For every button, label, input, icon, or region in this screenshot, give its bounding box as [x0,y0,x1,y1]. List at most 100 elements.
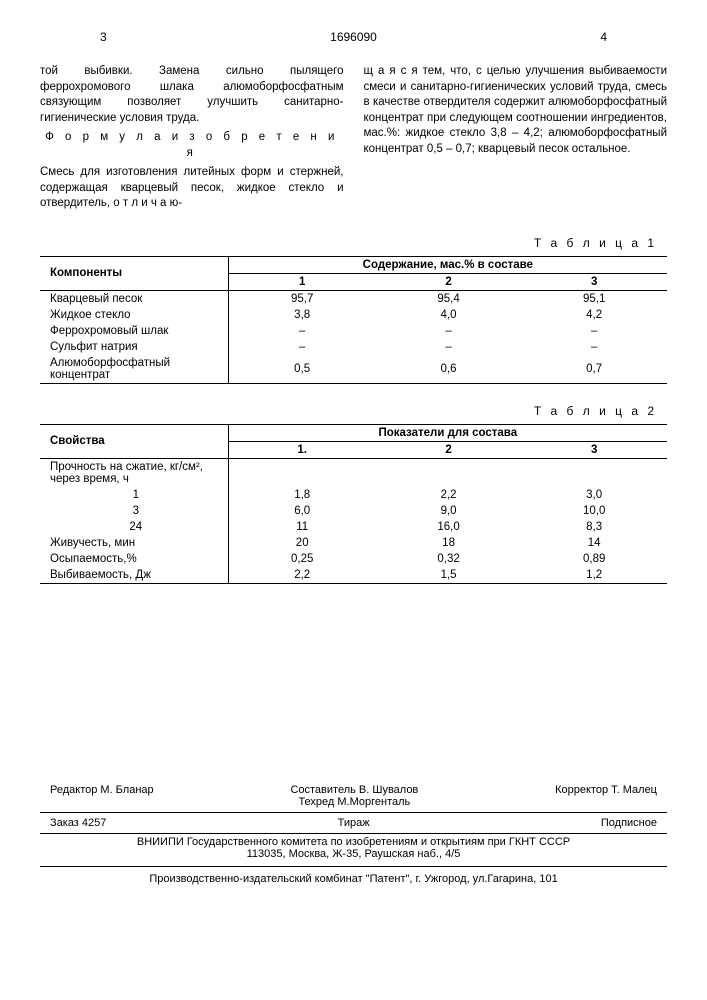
table2-r4-v2: 16,0 [376,519,522,535]
footer: Редактор М. Бланар Составитель В. Шувало… [40,784,667,885]
left-para-2: Смесь для изготовления литейных форм и с… [40,165,344,212]
table1-r4-v1: – [228,339,376,355]
table2-r1-v1 [228,458,376,487]
table2-label: Т а б л и ц а 2 [40,404,657,418]
table1-r1-v3: 95,1 [521,290,667,307]
table1-r1-v1: 95,7 [228,290,376,307]
table2-head-ind: Показатели для состава [228,424,667,441]
table1-r2-name: Жидкое стекло [40,307,228,323]
patent-number: 1696090 [330,30,377,44]
table-row: Сульфит натрия – – – [40,339,667,355]
left-para-1: той выбивки. Замена сильно пылящего ферр… [40,64,344,126]
table2-r5-v2: 18 [376,535,522,551]
table-row: Прочность на сжатие, кг/см², через время… [40,458,667,487]
table1-head-content: Содержание, мас.% в составе [228,256,667,273]
table2-r3-v3: 10,0 [521,503,667,519]
right-para-1: щ а я с я тем, что, с целью улучшения вы… [364,64,668,157]
table2-r2-v1: 1,8 [228,487,376,503]
footer-techred: Техред М.Моргенталь [290,796,418,808]
table-row: Выбиваемость, Дж 2,2 1,5 1,2 [40,567,667,584]
table-row: Жидкое стекло 3,8 4,0 4,2 [40,307,667,323]
table1-r5-v2: 0,6 [376,355,522,384]
table2-r3-name: 3 [40,503,228,519]
text-columns: той выбивки. Замена сильно пылящего ферр… [40,64,667,216]
footer-editor: Редактор М. Бланар [50,784,154,808]
table1-col-3: 3 [521,273,667,290]
table2-r2-v2: 2,2 [376,487,522,503]
table2-r3-v2: 9,0 [376,503,522,519]
table-row: Живучесть, мин 20 18 14 [40,535,667,551]
right-column: щ а я с я тем, что, с целью улучшения вы… [364,64,668,216]
table-row: Осыпаемость,% 0,25 0,32 0,89 [40,551,667,567]
table2-r4-v1: 11 [228,519,376,535]
table2-col-1: 1. [228,441,376,458]
footer-order-line: Заказ 4257 Тираж Подписное [40,812,667,834]
table1-r2-v3: 4,2 [521,307,667,323]
table1-r4-v3: – [521,339,667,355]
table2-r2-v3: 3,0 [521,487,667,503]
page-num-right: 4 [600,30,607,44]
footer-credits: Редактор М. Бланар Составитель В. Шувало… [40,784,667,808]
table1-r4-name: Сульфит натрия [40,339,228,355]
footer-sub: Подписное [601,817,657,829]
footer-corrector: Корректор Т. Малец [555,784,657,808]
table1-r3-v1: – [228,323,376,339]
page-num-left: 3 [100,30,107,44]
table2-r2-name: 1 [40,487,228,503]
left-column: той выбивки. Замена сильно пылящего ферр… [40,64,344,216]
table2-r6-v1: 0,25 [228,551,376,567]
table2-r5-v3: 14 [521,535,667,551]
footer-org: ВНИИПИ Государственного комитета по изоб… [40,834,667,867]
table1-r2-v1: 3,8 [228,307,376,323]
table2-col-3: 3 [521,441,667,458]
table1-r3-v3: – [521,323,667,339]
table2-r6-v3: 0,89 [521,551,667,567]
table1-r5-v1: 0,5 [228,355,376,384]
table-2: Свойства Показатели для состава 1. 2 3 П… [40,424,667,584]
table2-r7-v1: 2,2 [228,567,376,584]
table1-r2-v2: 4,0 [376,307,522,323]
table2-r1-v3 [521,458,667,487]
table1-head-components: Компоненты [40,256,228,290]
table-row: Алюмоборфосфатный концентрат 0,5 0,6 0,7 [40,355,667,384]
footer-center-block: Составитель В. Шувалов Техред М.Моргента… [290,784,418,808]
table2-r7-name: Выбиваемость, Дж [40,567,228,584]
table2-col-2: 2 [376,441,522,458]
table1-r1-v2: 95,4 [376,290,522,307]
table1-r1-name: Кварцевый песок [40,290,228,307]
table-row: 1 1,8 2,2 3,0 [40,487,667,503]
footer-compiler: Составитель В. Шувалов [290,784,418,796]
table1-r5-name: Алюмоборфосфатный концентрат [40,355,228,384]
footer-bottom: Производственно-издательский комбинат "П… [40,867,667,885]
table2-r6-v2: 0,32 [376,551,522,567]
spacer [40,604,667,754]
table2-r4-v3: 8,3 [521,519,667,535]
footer-tirazh: Тираж [338,817,370,829]
table-row: Кварцевый песок 95,7 95,4 95,1 [40,290,667,307]
table-1: Компоненты Содержание, мас.% в составе 1… [40,256,667,384]
table2-r1-name: Прочность на сжатие, кг/см², через время… [40,458,228,487]
table2-r5-v1: 20 [228,535,376,551]
table-row: 3 6,0 9,0 10,0 [40,503,667,519]
table2-r1-v2 [376,458,522,487]
page-header: 3 1696090 4 [40,30,667,44]
table-row: 24 11 16,0 8,3 [40,519,667,535]
formula-title: Ф о р м у л а и з о б р е т е н и я [40,130,344,161]
footer-order: Заказ 4257 [50,817,106,829]
table1-col-1: 1 [228,273,376,290]
table2-r7-v2: 1,5 [376,567,522,584]
table2-r5-name: Живучесть, мин [40,535,228,551]
table1-col-2: 2 [376,273,522,290]
table1-r3-name: Феррохромовый шлак [40,323,228,339]
footer-org1: ВНИИПИ Государственного комитета по изоб… [40,836,667,848]
table2-r6-name: Осыпаемость,% [40,551,228,567]
table1-r5-v3: 0,7 [521,355,667,384]
table1-r4-v2: – [376,339,522,355]
table2-r4-name: 24 [40,519,228,535]
table1-label: Т а б л и ц а 1 [40,236,657,250]
table2-head-prop: Свойства [40,424,228,458]
table1-r3-v2: – [376,323,522,339]
table2-r7-v3: 1,2 [521,567,667,584]
footer-org2: 113035, Москва, Ж-35, Раушская наб., 4/5 [40,848,667,860]
table-row: Феррохромовый шлак – – – [40,323,667,339]
